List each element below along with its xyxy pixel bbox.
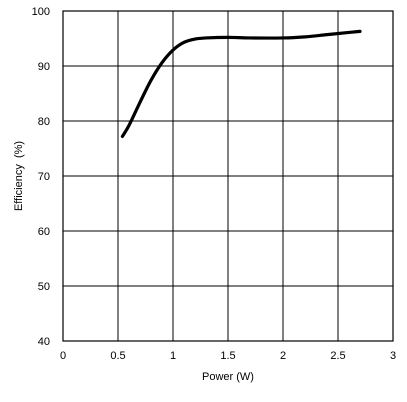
y-axis-title: Efficiency (%) xyxy=(13,141,25,211)
x-tick-label: 0.5 xyxy=(110,350,125,362)
x-tick-label: 3 xyxy=(390,350,396,362)
y-tick-label: 70 xyxy=(38,171,50,183)
x-tick-label: 1 xyxy=(170,350,176,362)
grid-lines xyxy=(63,11,393,341)
y-tick-label: 100 xyxy=(32,6,50,18)
x-tick-label: 2 xyxy=(280,350,286,362)
y-tick-label: 50 xyxy=(38,281,50,293)
x-tick-label: 0 xyxy=(60,350,66,362)
x-tick-label: 2.5 xyxy=(330,350,345,362)
y-axis-ticks: 40 50 60 70 80 90 100 xyxy=(32,6,50,348)
x-axis-title: Power (W) xyxy=(202,371,254,383)
efficiency-series-line xyxy=(120,29,362,138)
x-tick-label: 1.5 xyxy=(220,350,235,362)
y-tick-label: 90 xyxy=(38,61,50,73)
x-axis-ticks: 0 0.5 1 1.5 2 2.5 3 xyxy=(60,350,396,362)
series-group xyxy=(120,29,362,138)
y-tick-label: 80 xyxy=(38,116,50,128)
y-tick-label: 40 xyxy=(38,336,50,348)
y-tick-label: 60 xyxy=(38,226,50,238)
plot-area-frame xyxy=(62,10,394,342)
